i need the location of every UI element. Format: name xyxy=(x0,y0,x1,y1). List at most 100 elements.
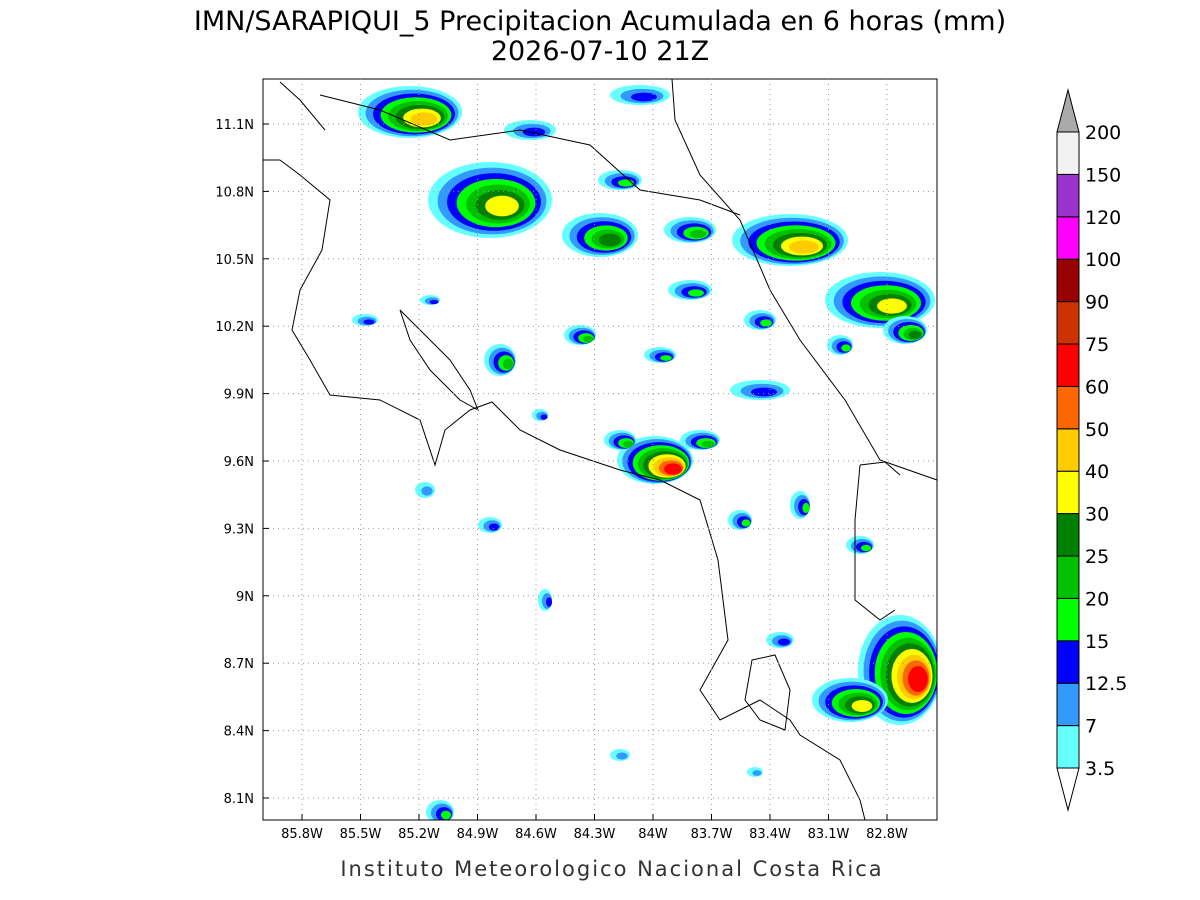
colorbar-box xyxy=(1056,640,1080,684)
colorbar-label: 75 xyxy=(1085,334,1109,356)
precip-area xyxy=(741,519,751,527)
pacific-coast xyxy=(279,159,866,821)
precip-area xyxy=(363,319,375,325)
colorbar-label: 7 xyxy=(1085,716,1097,738)
precip-area xyxy=(841,344,851,352)
precip-area xyxy=(760,319,772,327)
precip-area xyxy=(440,810,452,820)
colorbar-label: 100 xyxy=(1085,249,1121,271)
lat-tick-label: 9.3N xyxy=(224,522,254,537)
colorbar: 3.5 7 12.5 15 20 25 30 40 50 60 75 90 100 120 150 200 xyxy=(1056,88,1127,812)
colorbar-label: 12.5 xyxy=(1085,673,1127,695)
precip-area xyxy=(802,502,810,514)
lon-tick-label: 85.8W xyxy=(281,827,323,842)
colorbar-label: 15 xyxy=(1085,631,1109,653)
axes: 85.8W 85.5W 85.2W 84.9W 84.6W 84.3W 84W 83.7W 83… xyxy=(215,79,937,842)
plot-area xyxy=(352,85,937,820)
lat-tick-label: 8.4N xyxy=(224,725,254,740)
lat-tick-label: 8.7N xyxy=(224,657,254,672)
colorbar-label: 50 xyxy=(1085,419,1109,441)
lat-tick-label: 10.2N xyxy=(215,320,254,335)
precip-area xyxy=(540,414,548,420)
colorbar-box xyxy=(1056,725,1080,769)
nicaragua-border xyxy=(319,94,741,216)
subtitle: 2026-07-10 21Z xyxy=(491,36,709,67)
lon-tick-label: 84W xyxy=(638,827,668,842)
precip-area xyxy=(777,638,791,646)
colorbar-box xyxy=(1056,385,1080,430)
precip-area xyxy=(688,289,704,297)
colorbar-label: 150 xyxy=(1085,164,1121,186)
precip-area xyxy=(616,752,628,760)
lat-tick-label: 10.5N xyxy=(215,253,254,268)
precip-area xyxy=(701,440,715,448)
colorbar-box xyxy=(1056,173,1080,218)
precip-area xyxy=(908,666,928,692)
lon-tick-label: 83.7W xyxy=(691,827,733,842)
colorbar-under xyxy=(1056,767,1080,812)
colorbar-box xyxy=(1056,555,1080,599)
nicoya-coast xyxy=(399,309,479,412)
lon-tick-label: 82.8W xyxy=(866,827,908,842)
precip-area xyxy=(622,440,634,448)
lon-tick-label: 84.3W xyxy=(574,827,616,842)
colorbar-box xyxy=(1056,428,1080,472)
colorbar-box xyxy=(1056,597,1080,642)
precip-area xyxy=(660,355,672,361)
plot-frame xyxy=(262,78,938,821)
precip-area xyxy=(421,486,433,496)
precip-area xyxy=(789,240,819,254)
colorbar-over xyxy=(1056,88,1080,133)
colorbar-box xyxy=(1056,682,1080,727)
precip-area xyxy=(545,597,553,607)
precip-area xyxy=(751,387,777,397)
lon-tick-label: 83.4W xyxy=(749,827,791,842)
lat-tick-label: 11.1N xyxy=(215,118,254,133)
lat-tick-label: 9N xyxy=(236,590,254,605)
colorbar-label: 120 xyxy=(1085,207,1121,229)
colorbar-box xyxy=(1056,470,1080,515)
precip-area xyxy=(631,92,657,102)
precip-field xyxy=(352,85,937,820)
precip-area xyxy=(752,770,762,776)
precip-area xyxy=(598,233,622,247)
lat-tick-label: 8.1N xyxy=(224,792,254,807)
colorbar-label: 30 xyxy=(1085,504,1109,526)
precip-area xyxy=(502,358,514,370)
precip-area xyxy=(664,463,682,475)
panama-border xyxy=(854,461,901,621)
precip-area xyxy=(877,298,907,314)
precip-area xyxy=(908,330,922,340)
osa-coast xyxy=(744,654,791,731)
footer: Instituto Meteorologico Nacional Costa R… xyxy=(340,857,883,881)
precip-area xyxy=(851,700,873,712)
colorbar-label: 20 xyxy=(1085,588,1109,610)
precip-area xyxy=(485,195,519,217)
lon-tick-label: 85.2W xyxy=(398,827,440,842)
colorbar-label: 40 xyxy=(1085,461,1109,483)
title: IMN/SARAPIQUI_5 Precipitacion Acumulada … xyxy=(194,6,1006,37)
lon-tick-label: 85.5W xyxy=(340,827,382,842)
lon-tick-label: 84.9W xyxy=(457,827,499,842)
colorbar-box xyxy=(1056,343,1080,387)
colorbar-label: 60 xyxy=(1085,376,1109,398)
colorbar-label: 3.5 xyxy=(1085,758,1115,780)
precip-area xyxy=(488,523,500,531)
precip-area xyxy=(429,299,439,305)
precip-area xyxy=(860,544,872,552)
precip-area xyxy=(582,335,594,343)
colorbar-box xyxy=(1056,301,1080,345)
colorbar-label: 200 xyxy=(1085,122,1121,144)
precip-area xyxy=(689,229,707,239)
colorbar-label: 25 xyxy=(1085,546,1109,568)
colorbar-box xyxy=(1056,258,1080,303)
colorbar-box xyxy=(1056,513,1080,557)
colorbar-label: 90 xyxy=(1085,292,1109,314)
precip-area xyxy=(410,112,438,126)
lat-tick-label: 9.6N xyxy=(224,455,254,470)
lon-tick-label: 84.6W xyxy=(515,827,557,842)
colorbar-box xyxy=(1056,216,1080,260)
lat-tick-label: 10.8N xyxy=(215,185,254,200)
colorbar-box xyxy=(1056,131,1080,175)
